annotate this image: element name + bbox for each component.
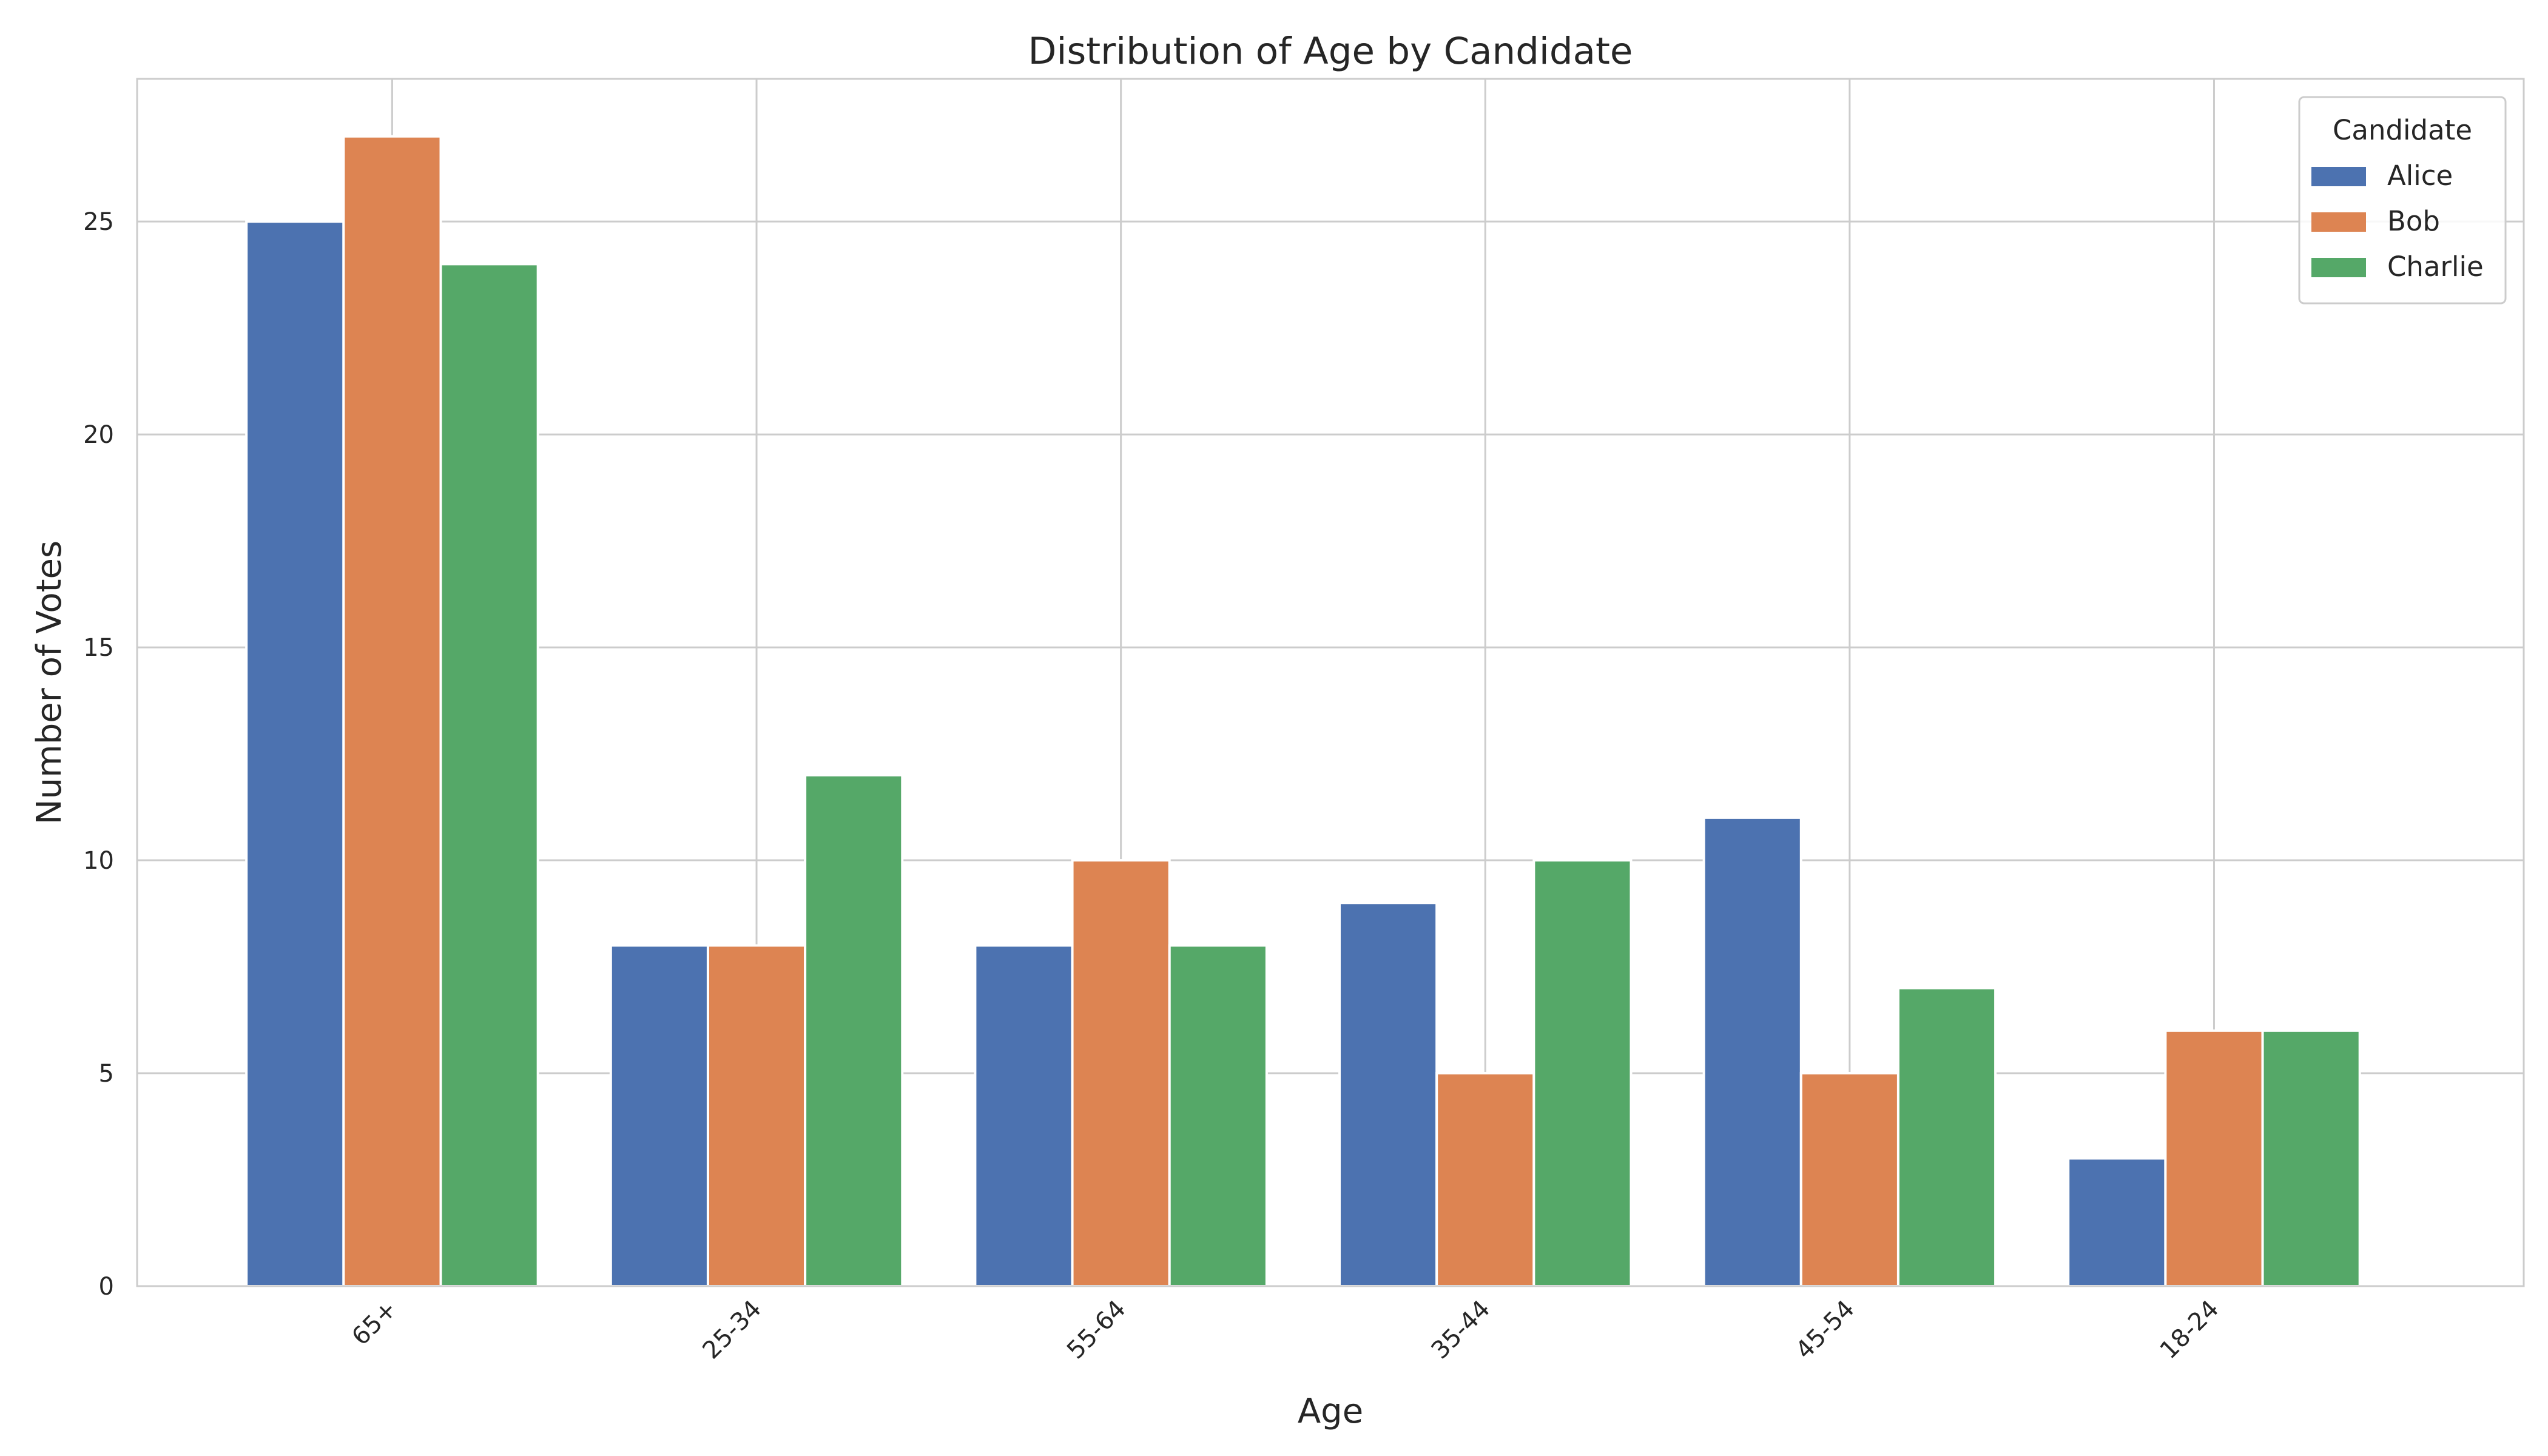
bar-alice-35-44 xyxy=(1338,902,1438,1288)
bar-alice-18-24 xyxy=(2067,1157,2167,1287)
y-axis-label: Number of Votes xyxy=(30,541,69,824)
bar-bob-18-24 xyxy=(2164,1029,2264,1287)
y-tick-label: 20 xyxy=(83,421,114,449)
bar-alice-45-54 xyxy=(1702,816,1802,1287)
legend-label-alice: Alice xyxy=(2387,160,2453,192)
y-tick-label: 10 xyxy=(83,847,114,875)
bar-charlie-18-24 xyxy=(2261,1029,2361,1287)
legend-title: Candidate xyxy=(2333,114,2472,146)
legend: Candidate Alice Bob Charlie xyxy=(2298,96,2507,305)
legend-swatch-bob xyxy=(2311,212,2366,232)
y-tick-label: 0 xyxy=(99,1273,114,1301)
bar-alice-25-34 xyxy=(609,944,709,1287)
legend-items: Alice Bob Charlie xyxy=(2311,160,2484,283)
bar-charlie-65+ xyxy=(439,263,539,1288)
y-tick-label: 15 xyxy=(83,634,114,662)
legend-label-charlie: Charlie xyxy=(2387,251,2484,283)
legend-swatch-charlie xyxy=(2311,258,2366,277)
bar-charlie-55-64 xyxy=(1168,944,1268,1287)
plot-frame xyxy=(136,78,2525,1287)
bar-bob-45-54 xyxy=(1799,1072,1899,1288)
bar-alice-55-64 xyxy=(974,944,1074,1287)
legend-label-bob: Bob xyxy=(2387,205,2440,237)
chart-title: Distribution of Age by Candidate xyxy=(1028,30,1633,73)
bar-charlie-25-34 xyxy=(804,774,904,1288)
bars xyxy=(245,135,2361,1288)
bar-bob-55-64 xyxy=(1071,859,1171,1287)
bar-charlie-45-54 xyxy=(1896,986,1997,1287)
bar-bob-25-34 xyxy=(706,944,807,1287)
y-tick-label: 5 xyxy=(99,1060,114,1088)
bar-charlie-35-44 xyxy=(1532,859,1633,1287)
bar-alice-65+ xyxy=(245,220,345,1287)
bar-bob-35-44 xyxy=(1435,1072,1535,1288)
y-tick-label: 25 xyxy=(83,208,114,236)
x-axis-label: Age xyxy=(1298,1392,1363,1431)
legend-box xyxy=(2298,96,2507,305)
bar-bob-65+ xyxy=(342,135,442,1287)
legend-swatch-alice xyxy=(2311,167,2366,186)
